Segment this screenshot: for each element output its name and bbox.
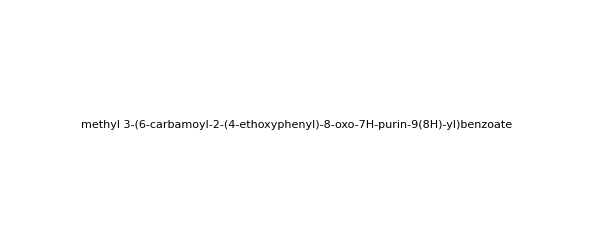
Text: methyl 3-(6-carbamoyl-2-(4-ethoxyphenyl)-8-oxo-7H-purin-9(8H)-yl)benzoate: methyl 3-(6-carbamoyl-2-(4-ethoxyphenyl)… [81,120,513,130]
